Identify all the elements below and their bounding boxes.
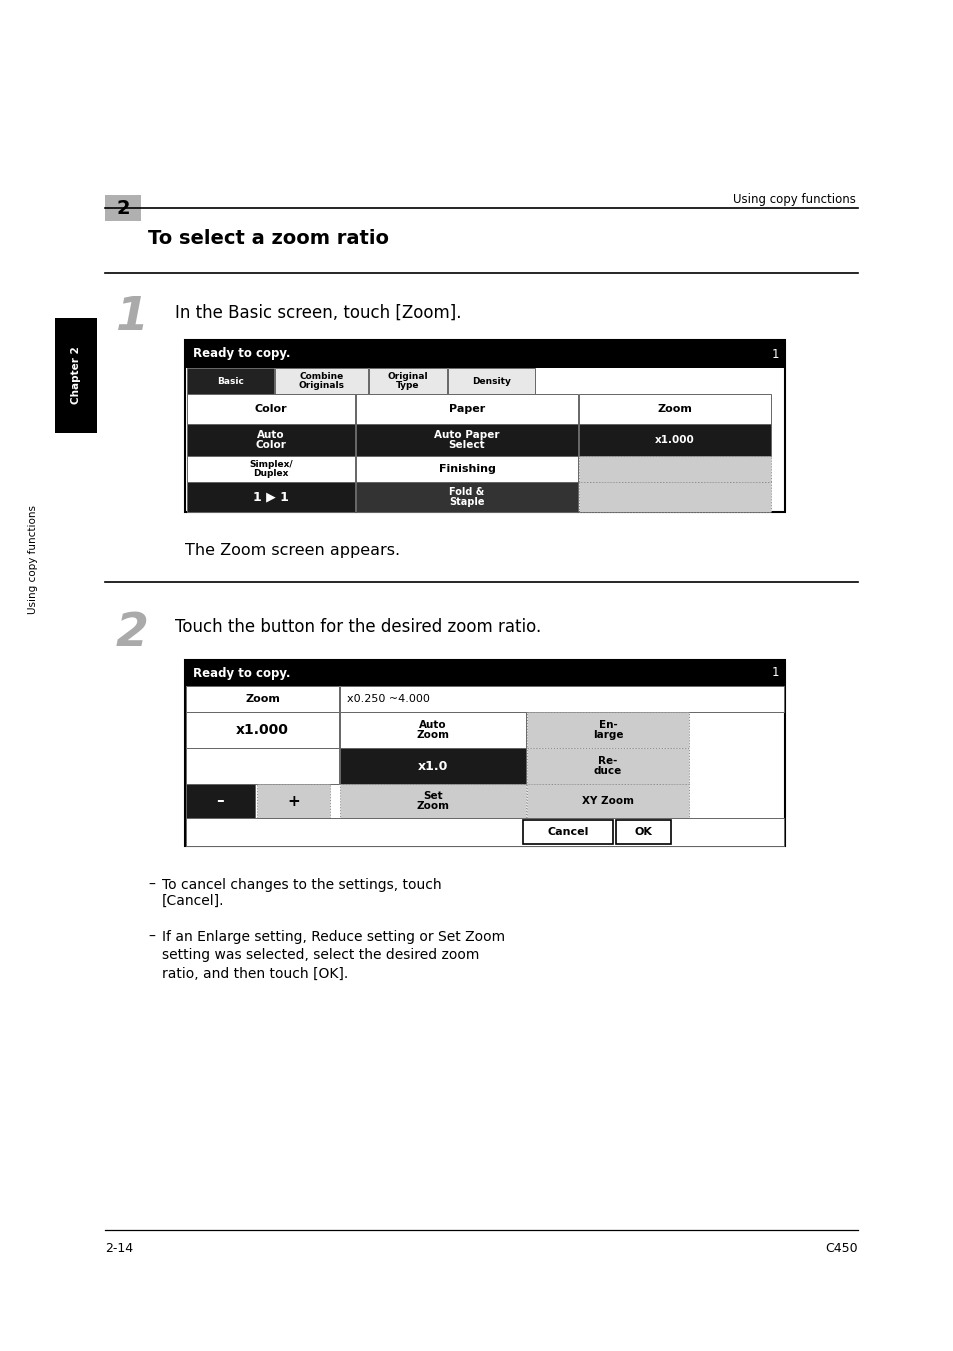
Text: Zoom: Zoom [245, 694, 279, 704]
Text: 1: 1 [115, 296, 149, 340]
Bar [186, 784, 254, 817]
Text: To select a zoom ratio: To select a zoom ratio [148, 228, 389, 247]
Text: C450: C450 [824, 1242, 857, 1255]
Bar [355, 424, 578, 457]
Text: Auto Paper
Select: Auto Paper Select [434, 430, 499, 450]
Text: Set
Zoom: Set Zoom [416, 790, 449, 812]
Bar [339, 784, 525, 817]
Text: Touch the button for the desired zoom ratio.: Touch the button for the desired zoom ra… [174, 617, 540, 636]
Bar [185, 340, 784, 512]
Text: x1.000: x1.000 [235, 723, 289, 738]
Bar [55, 317, 97, 434]
Bar [522, 820, 613, 844]
Bar [578, 457, 770, 482]
Bar [186, 712, 338, 748]
Text: –: – [148, 929, 154, 944]
Text: Finishing: Finishing [438, 463, 495, 474]
Text: Original
Type: Original Type [387, 372, 428, 390]
Text: Color: Color [254, 404, 287, 413]
Bar [185, 661, 784, 846]
Text: En-
large: En- large [592, 720, 622, 740]
Bar [186, 817, 783, 846]
Text: Zoom: Zoom [657, 404, 692, 413]
Text: 1: 1 [771, 666, 779, 680]
Text: Combine
Originals: Combine Originals [298, 372, 344, 390]
Text: Ready to copy.: Ready to copy. [193, 347, 291, 361]
Text: 1 ▶ 1: 1 ▶ 1 [253, 490, 289, 504]
Bar [526, 748, 688, 784]
Text: –: – [216, 793, 224, 808]
Bar [274, 367, 368, 394]
Bar [526, 712, 688, 748]
Bar [105, 195, 141, 222]
Text: Cancel: Cancel [547, 827, 588, 838]
Bar [355, 394, 578, 424]
Bar [185, 661, 784, 686]
Text: Re-
duce: Re- duce [594, 755, 621, 777]
Text: +: + [287, 793, 299, 808]
Bar [355, 457, 578, 482]
Text: 2-14: 2-14 [105, 1242, 133, 1255]
Bar [448, 367, 535, 394]
Bar [187, 482, 355, 512]
Text: Auto
Zoom: Auto Zoom [416, 720, 449, 740]
Bar [339, 712, 525, 748]
Bar [186, 748, 338, 784]
Text: Ready to copy.: Ready to copy. [193, 666, 291, 680]
Text: 2: 2 [115, 612, 149, 657]
Bar [578, 394, 770, 424]
Text: To cancel changes to the settings, touch
[Cancel].: To cancel changes to the settings, touch… [162, 878, 441, 908]
Bar [526, 784, 688, 817]
Bar [339, 686, 783, 712]
Text: Chapter 2: Chapter 2 [71, 347, 81, 404]
Bar [355, 482, 578, 512]
Bar [186, 686, 338, 712]
Text: Basic: Basic [217, 377, 244, 385]
Text: Paper: Paper [449, 404, 485, 413]
Bar [339, 748, 525, 784]
Text: Simplex/
Duplex: Simplex/ Duplex [249, 459, 293, 478]
Text: x1.0: x1.0 [417, 759, 448, 773]
Bar [578, 424, 770, 457]
Text: x1.000: x1.000 [655, 435, 694, 444]
Text: Using copy functions: Using copy functions [28, 505, 38, 615]
Text: –: – [148, 878, 154, 892]
Bar [616, 820, 670, 844]
Bar [185, 340, 784, 367]
Bar [187, 367, 274, 394]
Text: Density: Density [472, 377, 511, 385]
Text: XY Zoom: XY Zoom [581, 796, 634, 807]
Bar [187, 394, 355, 424]
Text: Auto
Color: Auto Color [255, 430, 286, 450]
Text: 1: 1 [771, 347, 779, 361]
Text: Fold &
Staple: Fold & Staple [449, 486, 484, 508]
Text: OK: OK [634, 827, 652, 838]
Text: The Zoom screen appears.: The Zoom screen appears. [185, 543, 399, 558]
Bar [187, 457, 355, 482]
Text: If an Enlarge setting, Reduce setting or Set Zoom
setting was selected, select t: If an Enlarge setting, Reduce setting or… [162, 929, 504, 981]
Bar [256, 784, 330, 817]
Text: x0.250 ~4.000: x0.250 ~4.000 [347, 694, 430, 704]
Bar [578, 482, 770, 512]
Text: 2: 2 [116, 199, 130, 218]
Bar [187, 424, 355, 457]
Text: In the Basic screen, touch [Zoom].: In the Basic screen, touch [Zoom]. [174, 304, 461, 322]
Bar [369, 367, 447, 394]
Text: Using copy functions: Using copy functions [732, 193, 855, 207]
